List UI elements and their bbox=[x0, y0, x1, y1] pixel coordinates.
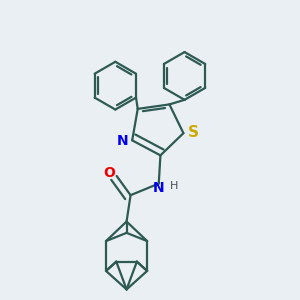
Text: H: H bbox=[169, 181, 178, 191]
Text: O: O bbox=[103, 166, 115, 180]
Text: S: S bbox=[188, 125, 199, 140]
Text: N: N bbox=[153, 181, 165, 195]
Text: N: N bbox=[117, 134, 129, 148]
